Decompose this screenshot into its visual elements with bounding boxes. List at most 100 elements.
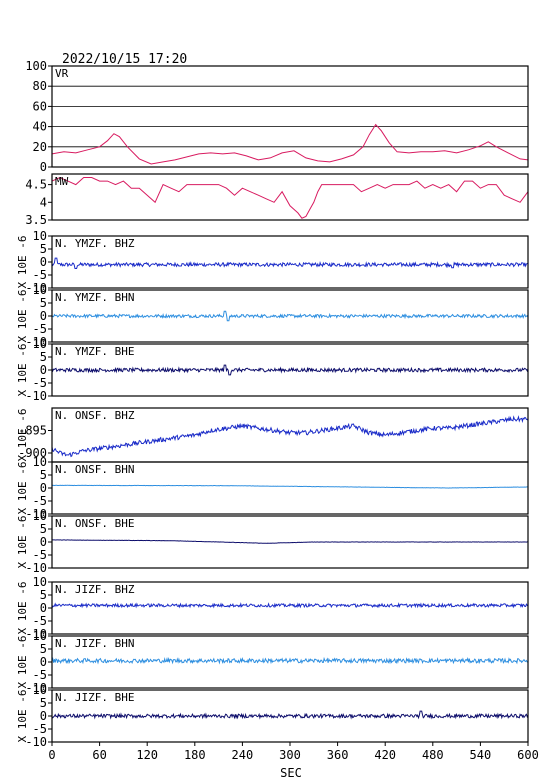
panel-frame [51,65,529,168]
y-tick-label: -10 [25,561,47,575]
y-tick-label: 5 [40,588,47,602]
y-tick-label: 4.5 [25,178,47,192]
y-tick-label: 5 [40,296,47,310]
panel-label: VR [55,67,69,80]
panel-6: -900 -895 N. ONSF. BHZ X 10E -6 [16,407,529,463]
y-tick-label: -5 [33,322,47,336]
y-tick-label: 4 [40,195,47,209]
panel-label: N. ONSF. BHZ [55,409,135,422]
x-axis-label: SEC [280,766,302,780]
x-axis-ticks: 0 60 120 180 240 300 360 420 480 540 600 [48,742,539,762]
y-tick-label: 100 [25,59,47,73]
y-axis-unit-label: X 10E -6 [16,409,29,462]
series-line [51,415,529,458]
panel-label: N. JIZF. BHE [55,691,134,704]
x-tick-label: 60 [92,748,106,762]
y-tick-label: 80 [33,79,47,93]
y-axis-unit-label: X 10E -6 [16,636,29,689]
y-axis-unit-label: X 10E -6 [16,582,29,635]
y-tick-label: 5 [40,696,47,710]
panel-label: MW [55,175,69,188]
y-tick-label: 0 [40,363,47,377]
series-line [51,176,529,219]
x-tick-label: 600 [517,748,539,762]
y-axis-unit-label: X 10E -6 [16,344,29,397]
x-tick-label: 0 [48,748,55,762]
series-line [51,257,529,269]
y-tick-label: -10 [25,335,47,349]
series-line [51,539,528,544]
panel-2: 3.5 4 4.5 MW [25,173,529,227]
y-tick-label: -5 [33,668,47,682]
y-tick-label: -5 [33,722,47,736]
panel-frame [51,173,529,221]
y-axis-unit-label: X 10E -6 [16,690,29,743]
y-tick-label: 0 [40,535,47,549]
x-tick-label: 420 [374,748,396,762]
y-tick-label: 10 [33,509,47,523]
y-tick-label: -5 [33,376,47,390]
y-tick-label: 0 [40,255,47,269]
series-line [51,484,529,489]
series-line [51,602,529,609]
panel-label: N. JIZF. BHZ [55,583,135,596]
y-tick-label: 10 [33,229,47,243]
y-tick-label: 60 [33,99,47,113]
y-tick-label: 10 [33,337,47,351]
panel-1: 0 20 40 60 80 100 VR [25,59,529,174]
panel-label: N. ONSF. BHE [55,517,134,530]
series-line [51,710,529,720]
y-axis-unit-label: X 10E -6 [16,462,29,515]
y-tick-label: -5 [33,548,47,562]
y-tick-label: 3.5 [25,213,47,227]
y-tick-label: -10 [25,735,47,749]
panel-label: N. YMZF. BHE [55,345,134,358]
y-axis-unit-label: X 10E -6 [16,516,29,569]
x-tick-label: 120 [136,748,158,762]
y-tick-label: 10 [33,455,47,469]
y-tick-label: 10 [33,683,47,697]
datetime-header: 2022/10/15 17:20 [62,52,187,67]
y-tick-label: -10 [25,627,47,641]
y-tick-label: 0 [40,655,47,669]
series-line [51,123,529,165]
y-tick-label: -900 [18,446,47,460]
series-line [51,364,529,376]
y-tick-label: -5 [33,614,47,628]
y-tick-label: 40 [33,120,47,134]
x-tick-label: 540 [470,748,492,762]
series-line [51,310,529,322]
y-tick-label: 10 [33,629,47,643]
y-tick-label: 5 [40,468,47,482]
y-tick-label: -10 [25,507,47,521]
y-tick-label: -5 [33,268,47,282]
y-tick-label: -10 [25,681,47,695]
x-tick-label: 300 [279,748,301,762]
y-tick-label: 0 [40,160,47,174]
x-tick-label: 240 [232,748,254,762]
x-tick-label: 180 [184,748,206,762]
y-tick-label: 0 [40,709,47,723]
y-tick-label: -10 [25,389,47,403]
y-tick-label: 20 [33,140,47,154]
y-tick-label: 10 [33,575,47,589]
panel-label: N. ONSF. BHN [55,463,134,476]
x-tick-label: 480 [422,748,444,762]
y-tick-label: 0 [40,481,47,495]
panel-label: N. YMZF. BHN [55,291,134,304]
y-tick-label: -895 [18,424,47,438]
y-tick-label: 5 [40,350,47,364]
y-axis-unit-label: X 10E -6 [16,290,29,343]
y-tick-label: 5 [40,522,47,536]
x-tick-label: 360 [327,748,349,762]
panel-label: N. JIZF. BHN [55,637,134,650]
